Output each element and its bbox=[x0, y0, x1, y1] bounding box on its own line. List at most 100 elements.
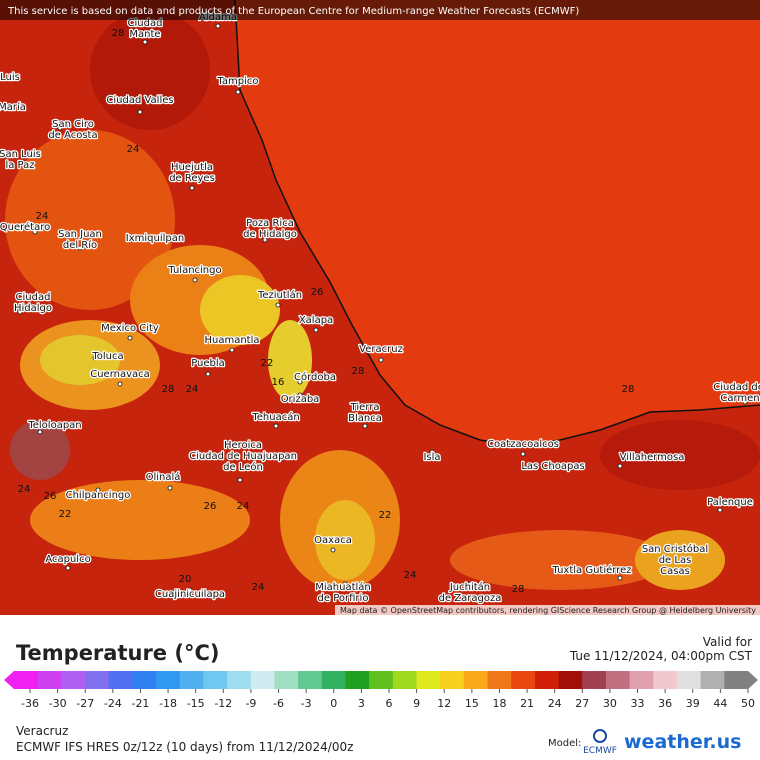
banner: This service is based on data and produc… bbox=[7, 6, 579, 17]
attribution: Map data © OpenStreetMap contributors, r… bbox=[340, 606, 756, 615]
city-label: Ciudad de Huajuapan bbox=[189, 451, 297, 462]
city-dot bbox=[215, 23, 221, 29]
contour-label: 16 bbox=[272, 377, 285, 388]
colorbar-arrow-left bbox=[4, 671, 14, 689]
city-dot bbox=[617, 463, 623, 469]
colorbar-cell bbox=[274, 671, 299, 689]
attribution-bg bbox=[335, 605, 760, 615]
city-label: de Porfirio bbox=[318, 593, 369, 604]
banner-bg bbox=[0, 0, 760, 20]
colorbar-cell bbox=[298, 671, 323, 689]
city-label: Coatzacoalcos bbox=[487, 439, 559, 450]
city-dot bbox=[275, 302, 281, 308]
model-logo: ECMWF bbox=[583, 746, 617, 756]
city-label: Teloloapan bbox=[27, 420, 81, 431]
colorbar-cell bbox=[37, 671, 62, 689]
contour-label: 28 bbox=[352, 366, 365, 377]
tick-label: 44 bbox=[713, 697, 727, 710]
colorbar-cell bbox=[416, 671, 441, 689]
city-label: Cuernavaca bbox=[90, 369, 150, 380]
colorbar-cell bbox=[724, 671, 749, 689]
city-label: Querétaro bbox=[0, 221, 50, 233]
contour-label: 28 bbox=[512, 584, 525, 595]
colorbar-cell bbox=[676, 671, 702, 689]
city-label: Tulancingo bbox=[167, 265, 221, 276]
city-dot bbox=[137, 109, 143, 115]
warm-areas bbox=[5, 10, 760, 590]
colorbar-cell bbox=[321, 671, 346, 689]
colorbar-cell bbox=[156, 671, 181, 689]
contour-label: 28 bbox=[622, 384, 635, 395]
colorbar-cell bbox=[440, 671, 465, 689]
city-label: Teziutlán bbox=[257, 289, 302, 301]
tick-label: -3 bbox=[301, 697, 312, 710]
colorbar-cell bbox=[487, 671, 512, 689]
city-label: del Río bbox=[63, 239, 97, 251]
model-run: ECMWF IFS HRES 0z/12z (10 days) from 11/… bbox=[16, 740, 353, 754]
tick-label: -21 bbox=[131, 697, 149, 710]
city-dot bbox=[17, 309, 23, 315]
city-dot bbox=[262, 237, 268, 243]
city-label: San Juan bbox=[58, 229, 102, 240]
city-dot bbox=[237, 477, 243, 483]
city-label: Ciudad del bbox=[713, 382, 760, 393]
contour-label: 22 bbox=[59, 509, 72, 520]
tick-label: -27 bbox=[76, 697, 94, 710]
city-label: Ciudad bbox=[16, 292, 51, 303]
city-label: Hidalgo bbox=[14, 303, 52, 314]
city-label: Ciudad bbox=[128, 18, 163, 29]
brand: weather.us bbox=[624, 731, 741, 753]
colorbar-cell bbox=[534, 671, 560, 689]
city-label: de Hidalgo bbox=[243, 229, 297, 240]
city-dot bbox=[717, 507, 723, 513]
colorbar-cell bbox=[250, 671, 275, 689]
city-dot bbox=[229, 347, 235, 353]
city-label: Juchitán bbox=[449, 581, 490, 593]
tick-label: 12 bbox=[437, 697, 451, 710]
city-label: Xalapa bbox=[299, 315, 333, 326]
city-dot bbox=[77, 245, 83, 251]
city-label: Ixmiquilpan bbox=[126, 233, 184, 244]
city-dot bbox=[65, 565, 71, 571]
city-dot bbox=[520, 451, 526, 457]
city-dot bbox=[672, 545, 678, 551]
contour-label: 24 bbox=[36, 211, 49, 222]
cities: AldamaCiudadManteTampicoLuisMaríaCiudad … bbox=[0, 11, 760, 606]
colorbar-cell bbox=[582, 671, 607, 689]
city-label: Orizaba bbox=[281, 394, 320, 405]
tick-label: 6 bbox=[386, 697, 393, 710]
colorbar-cell bbox=[227, 671, 252, 689]
colorbar-cell bbox=[108, 671, 133, 689]
city-dot bbox=[273, 423, 279, 429]
city-dot bbox=[313, 327, 319, 333]
city-label: Puebla bbox=[191, 358, 225, 369]
contour-label: 24 bbox=[404, 570, 417, 581]
city-dot bbox=[127, 237, 133, 243]
contour-label: 22 bbox=[261, 358, 274, 369]
city-label: Palenque bbox=[707, 497, 753, 508]
contour-label: 26 bbox=[311, 287, 324, 298]
colorbar-cell bbox=[132, 671, 157, 689]
city-dot bbox=[187, 587, 193, 593]
city-label: de Zaragoza bbox=[439, 593, 502, 604]
tick-label: -12 bbox=[214, 697, 232, 710]
city-label: Oaxaca bbox=[314, 535, 352, 546]
city-dot bbox=[57, 125, 63, 131]
tick-label: 0 bbox=[330, 697, 337, 710]
location: Veracruz bbox=[16, 724, 68, 738]
city-label: Luis bbox=[0, 72, 20, 83]
city-label: Huejutla bbox=[171, 162, 213, 173]
city-label: San Ciro bbox=[52, 119, 94, 130]
contour-label: 24 bbox=[186, 384, 199, 395]
tick-label: 27 bbox=[575, 697, 589, 710]
city-dot bbox=[330, 547, 336, 553]
colorbar bbox=[4, 671, 758, 689]
city-label: la Paz bbox=[5, 160, 34, 171]
city-label: Chilpancingo bbox=[66, 490, 131, 501]
city-label: Acapulco bbox=[45, 554, 90, 565]
city-label: San Luis bbox=[0, 149, 41, 160]
city-label: de León bbox=[223, 461, 263, 473]
contour-label: 24 bbox=[127, 144, 140, 155]
tick-label: -30 bbox=[49, 697, 67, 710]
